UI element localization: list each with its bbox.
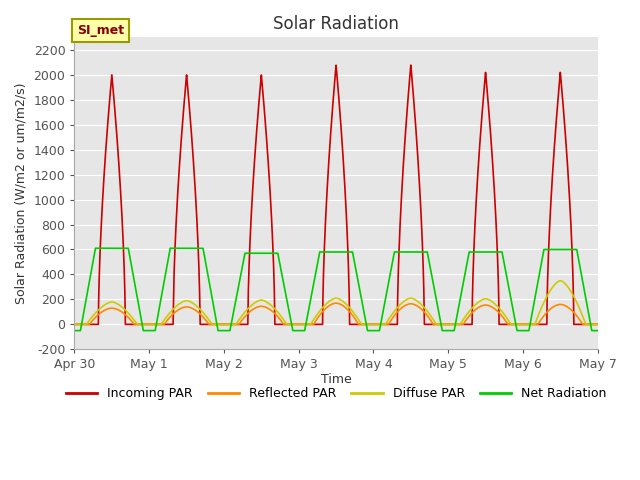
Reflected PAR <box>332 300 340 306</box>
Diffuse PAR <box>424 310 432 316</box>
Net Radiation <box>594 328 602 334</box>
Net Radiation <box>208 292 216 298</box>
Line: Incoming PAR: Incoming PAR <box>74 65 598 324</box>
Net Radiation <box>324 249 332 255</box>
Net Radiation <box>92 245 99 251</box>
Incoming PAR <box>425 322 433 327</box>
Incoming PAR <box>98 210 106 216</box>
Diffuse PAR <box>70 322 78 327</box>
Y-axis label: Solar Radiation (W/m2 or um/m2/s): Solar Radiation (W/m2 or um/m2/s) <box>15 83 28 304</box>
Incoming PAR <box>407 62 415 68</box>
Reflected PAR <box>98 309 106 315</box>
Incoming PAR <box>207 322 215 327</box>
Reflected PAR <box>70 322 78 327</box>
Diffuse PAR <box>207 321 215 326</box>
Incoming PAR <box>268 224 276 229</box>
Reflected PAR <box>594 322 602 327</box>
Net Radiation <box>268 251 276 256</box>
Diffuse PAR <box>278 315 286 321</box>
Net Radiation <box>425 256 433 262</box>
Title: Solar Radiation: Solar Radiation <box>273 15 399 33</box>
Incoming PAR <box>278 322 286 327</box>
Net Radiation <box>278 275 286 281</box>
Diffuse PAR <box>98 304 106 310</box>
Incoming PAR <box>594 322 602 327</box>
Diffuse PAR <box>324 300 332 305</box>
Reflected PAR <box>425 314 433 320</box>
Incoming PAR <box>324 175 332 180</box>
Reflected PAR <box>324 304 332 310</box>
Text: SI_met: SI_met <box>77 24 124 37</box>
Reflected PAR <box>268 308 276 314</box>
Line: Diffuse PAR: Diffuse PAR <box>74 281 598 324</box>
Line: Reflected PAR: Reflected PAR <box>74 303 598 324</box>
Diffuse PAR <box>268 303 276 309</box>
Net Radiation <box>98 245 106 251</box>
Net Radiation <box>70 328 78 334</box>
Incoming PAR <box>70 322 78 327</box>
Reflected PAR <box>207 322 215 327</box>
Diffuse PAR <box>556 278 564 284</box>
X-axis label: Time: Time <box>321 373 351 386</box>
Diffuse PAR <box>594 322 602 327</box>
Line: Net Radiation: Net Radiation <box>74 248 598 331</box>
Reflected PAR <box>278 320 286 325</box>
Legend: Incoming PAR, Reflected PAR, Diffuse PAR, Net Radiation: Incoming PAR, Reflected PAR, Diffuse PAR… <box>61 383 611 406</box>
